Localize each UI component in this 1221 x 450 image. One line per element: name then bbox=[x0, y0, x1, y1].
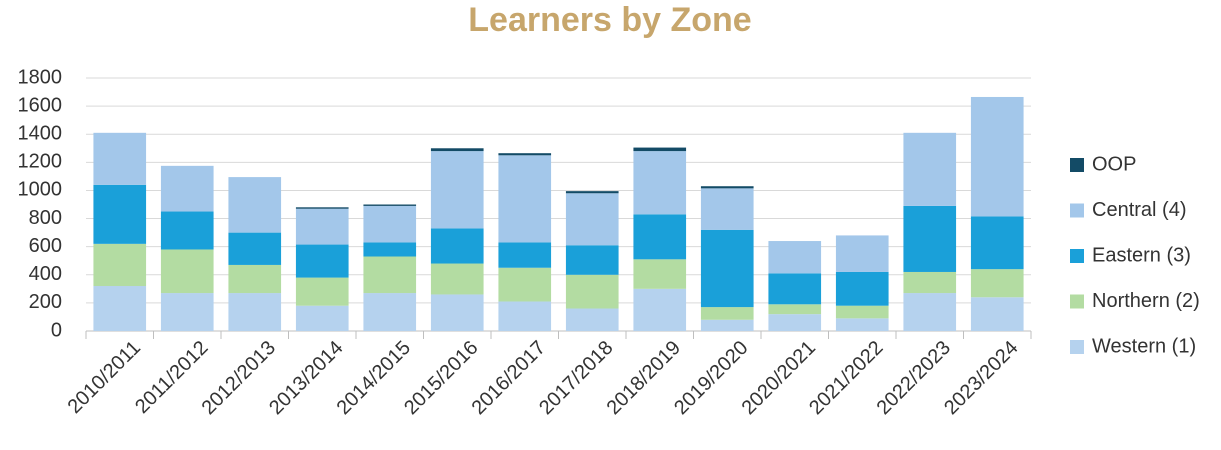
bar-segment bbox=[565, 308, 619, 331]
bar-segment bbox=[768, 304, 822, 315]
bar-segment bbox=[970, 269, 1024, 298]
bar-segment bbox=[970, 216, 1024, 270]
bar-segment bbox=[633, 214, 687, 260]
legend-swatch bbox=[1070, 340, 1084, 354]
bar-segment bbox=[228, 232, 282, 265]
legend-label: OOP bbox=[1092, 153, 1136, 175]
bar-segment bbox=[295, 244, 349, 278]
bar-segment bbox=[93, 243, 147, 287]
bar-segment bbox=[228, 293, 282, 331]
bar-segment bbox=[700, 188, 754, 230]
y-tick-label: 200 bbox=[29, 291, 62, 313]
bar-segment bbox=[498, 267, 552, 302]
y-tick-label: 0 bbox=[51, 319, 62, 341]
bar-segment bbox=[700, 186, 754, 189]
x-tick-label: 2010/2011 bbox=[64, 337, 145, 418]
bar-segment bbox=[633, 259, 687, 289]
bar-segment bbox=[565, 274, 619, 309]
y-tick-label: 800 bbox=[29, 207, 62, 229]
legend-label: Western (1) bbox=[1092, 335, 1196, 357]
bar-segment bbox=[498, 242, 552, 268]
x-tick-label: 2023/2024 bbox=[940, 337, 1022, 419]
bar-segment bbox=[768, 273, 822, 305]
bar-segment bbox=[160, 165, 214, 212]
bar-segment bbox=[295, 277, 349, 306]
legend-swatch bbox=[1070, 203, 1084, 218]
legend-label: Central (4) bbox=[1092, 199, 1186, 221]
bar-segment bbox=[768, 241, 822, 274]
bar-segment bbox=[498, 155, 552, 243]
bar-segment bbox=[295, 208, 349, 245]
bar-segment bbox=[93, 286, 147, 331]
bar-segment bbox=[498, 301, 552, 331]
legend-swatch bbox=[1070, 294, 1084, 309]
y-tick-label: 1200 bbox=[18, 151, 63, 173]
bar-segment bbox=[228, 264, 282, 294]
bar-segment bbox=[160, 293, 214, 331]
legend-swatch bbox=[1070, 249, 1084, 263]
bar-segment bbox=[835, 271, 889, 306]
chart-title: Learners by Zone bbox=[468, 1, 751, 39]
y-tick-label: 1800 bbox=[18, 66, 63, 88]
bar-segment bbox=[430, 263, 484, 295]
bar-segment bbox=[160, 211, 214, 250]
bar-segment bbox=[295, 207, 349, 209]
bar-segment bbox=[363, 242, 417, 257]
legend-label: Northern (2) bbox=[1092, 290, 1200, 312]
bar-segment bbox=[565, 191, 619, 194]
bar-segment bbox=[768, 314, 822, 331]
bar-segment bbox=[970, 96, 1024, 217]
bar-segment bbox=[903, 132, 957, 206]
bar-segment bbox=[363, 205, 417, 243]
bar-segment bbox=[295, 305, 349, 331]
bar-segment bbox=[835, 318, 889, 331]
bar-segment bbox=[430, 294, 484, 331]
y-tick-label: 400 bbox=[29, 263, 62, 285]
bar-segment bbox=[430, 148, 484, 152]
bar-segment bbox=[970, 297, 1024, 331]
bar-segment bbox=[700, 307, 754, 320]
y-tick-label: 1600 bbox=[18, 94, 63, 116]
legend-label: Eastern (3) bbox=[1092, 244, 1191, 266]
bar-segment bbox=[633, 151, 687, 215]
bar-segment bbox=[633, 147, 687, 152]
bar-segment bbox=[430, 151, 484, 229]
y-tick-label: 600 bbox=[29, 235, 62, 257]
bar-segment bbox=[430, 228, 484, 264]
bar-segment bbox=[700, 319, 754, 331]
bar-segment bbox=[835, 235, 889, 272]
bar-segment bbox=[363, 204, 417, 206]
bar-segment bbox=[565, 245, 619, 275]
bar-segment bbox=[565, 193, 619, 246]
bar-segment bbox=[160, 249, 214, 294]
y-tick-label: 1000 bbox=[18, 179, 63, 201]
y-tick-label: 1400 bbox=[18, 123, 63, 145]
bar-segment bbox=[363, 293, 417, 331]
bar-segment bbox=[363, 256, 417, 294]
bar-segment bbox=[835, 305, 889, 319]
bar-segment bbox=[903, 293, 957, 331]
legend-swatch bbox=[1070, 158, 1084, 172]
bar-segment bbox=[700, 229, 754, 308]
bar-segment bbox=[228, 177, 282, 233]
bar-segment bbox=[903, 271, 957, 294]
bar-segment bbox=[903, 205, 957, 272]
bar-segment bbox=[498, 153, 552, 156]
bar-segment bbox=[633, 288, 687, 331]
bar-segment bbox=[93, 184, 147, 244]
bar-segment bbox=[93, 132, 147, 185]
